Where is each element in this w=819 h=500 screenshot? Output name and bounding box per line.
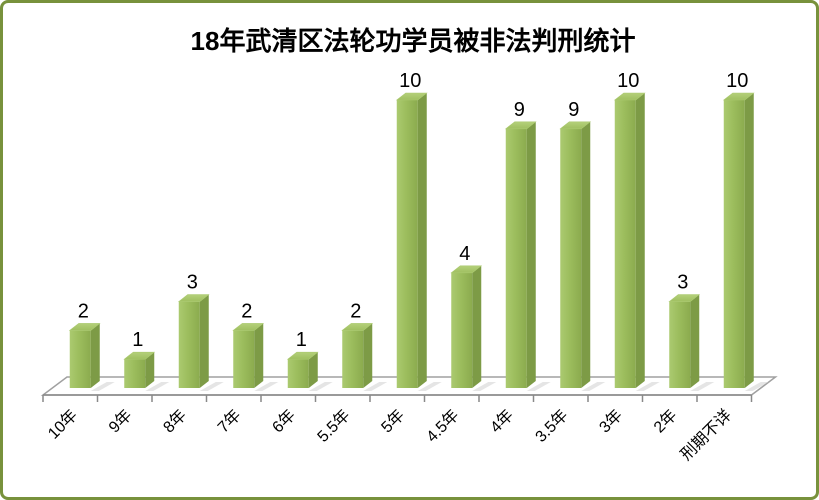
category-label: 4.5年: [423, 406, 463, 446]
bar-shadow: [526, 382, 551, 391]
bar-front: [287, 359, 309, 388]
chart-title: 18年武清区法轮功学员被非法判刑统计: [191, 26, 636, 56]
bar-shadow: [363, 382, 388, 391]
bar-side: [744, 93, 754, 388]
bar-top: [68, 323, 101, 331]
value-labels: 2 1 3 2 1 2 10 4 9 9 10 3 10: [78, 70, 749, 351]
bar-side: [145, 352, 155, 388]
bar-shadow: [472, 382, 497, 391]
bar-top: [123, 351, 156, 360]
bar-value-label: 1: [296, 329, 307, 351]
category-label: 8年: [160, 406, 190, 436]
bar-front: [342, 330, 364, 388]
bar-front: [669, 301, 691, 388]
bar-side: [581, 121, 591, 389]
bar-side: [635, 93, 645, 388]
bar-chart: 18年武清区法轮功学员被非法判刑统计 2 1 3 2 1 2 10 4 9 9 10 3 10 10年 9…: [40, 26, 778, 464]
bar-value-label: 2: [78, 300, 89, 322]
bar-front: [396, 100, 418, 388]
bar-shadow: [308, 382, 333, 391]
bar-top: [232, 323, 265, 331]
bar-top: [504, 121, 537, 130]
bar-value-label: 9: [568, 99, 579, 121]
category-label: 3.5年: [532, 406, 572, 446]
bar-front: [451, 272, 473, 388]
bar-shadow: [199, 382, 224, 391]
bar-side: [417, 93, 427, 388]
bar-side: [363, 323, 373, 388]
category-label: 6年: [269, 406, 299, 436]
bar-top: [395, 92, 428, 101]
bar-shadow: [90, 382, 115, 391]
bar-top: [341, 323, 374, 331]
bar-value-label: 3: [187, 272, 198, 294]
bar-value-label: 3: [677, 272, 688, 294]
bar-shadow: [254, 382, 279, 391]
bar-front: [233, 330, 255, 388]
bar-front: [178, 301, 200, 388]
bar-shadow: [417, 382, 442, 391]
category-label: 3年: [596, 406, 626, 436]
bar-side: [526, 121, 536, 389]
bar-front: [723, 100, 745, 388]
bar-value-label: 2: [350, 300, 361, 322]
bar-top: [286, 351, 319, 360]
bar-value-label: 9: [514, 99, 525, 121]
category-label: 7年: [214, 406, 244, 436]
bar-side: [254, 323, 264, 388]
bar-side: [199, 294, 209, 388]
bar-shadow: [690, 382, 715, 391]
bar-shadow: [145, 382, 170, 391]
x-axis: [42, 394, 753, 402]
bar-front: [614, 100, 636, 388]
bar-value-label: 10: [617, 70, 639, 92]
chart-bars: [68, 92, 755, 389]
bar-front: [69, 330, 91, 388]
bar-side: [90, 323, 100, 388]
bar-shadow: [581, 382, 606, 391]
bar-side: [308, 352, 318, 388]
bar-front: [560, 128, 582, 389]
category-label: 5年: [378, 406, 408, 436]
category-label: 10年: [44, 406, 81, 443]
category-label: 4年: [487, 406, 517, 436]
bar-top: [613, 92, 646, 101]
bar-value-label: 4: [459, 243, 470, 265]
bar-top: [559, 121, 592, 130]
category-label: 2年: [650, 406, 680, 436]
bar-side: [690, 294, 700, 388]
bar-top: [450, 265, 483, 274]
category-label: 5.5年: [314, 406, 354, 446]
bar-value-label: 10: [399, 70, 421, 92]
bar-shadow: [744, 382, 769, 391]
bar-side: [472, 265, 482, 388]
bar-value-label: 10: [726, 70, 748, 92]
bar-shadow: [635, 382, 660, 391]
bar-value-label: 2: [241, 300, 252, 322]
category-label: 9年: [105, 406, 135, 436]
bar-front: [505, 128, 527, 389]
bar-top: [668, 294, 701, 302]
bar-top: [177, 294, 210, 302]
bar-front: [124, 359, 146, 388]
category-label: 刑期不详: [677, 406, 735, 464]
bar-value-label: 1: [132, 329, 143, 351]
bar-top: [722, 92, 755, 101]
bar-shadows: [90, 382, 769, 391]
